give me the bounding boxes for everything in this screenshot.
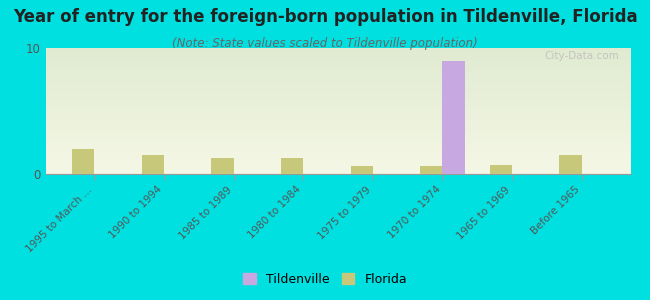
Text: Year of entry for the foreign-born population in Tildenville, Florida: Year of entry for the foreign-born popul… bbox=[13, 8, 637, 26]
Bar bbox=[443, 61, 465, 174]
Bar bbox=[211, 158, 233, 174]
Bar bbox=[142, 155, 164, 174]
Bar bbox=[281, 158, 303, 174]
Legend: Tildenville, Florida: Tildenville, Florida bbox=[238, 268, 412, 291]
Text: (Note: State values scaled to Tildenville population): (Note: State values scaled to Tildenvill… bbox=[172, 38, 478, 50]
Bar bbox=[490, 165, 512, 174]
Bar bbox=[350, 167, 373, 174]
Text: City-Data.com: City-Data.com bbox=[544, 50, 619, 61]
Bar bbox=[420, 167, 443, 174]
Bar bbox=[72, 149, 94, 174]
Bar bbox=[560, 155, 582, 174]
